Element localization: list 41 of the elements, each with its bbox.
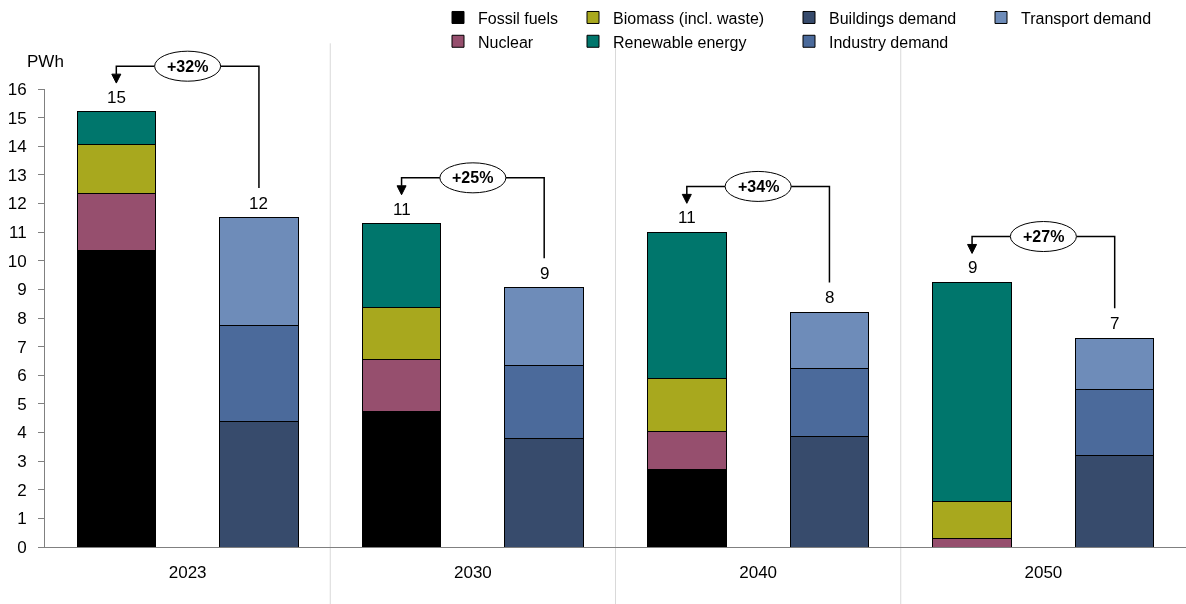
y-tick-label: 0 bbox=[17, 537, 27, 557]
y-tick-label: 6 bbox=[17, 366, 27, 386]
legend-label: Nuclear bbox=[478, 33, 534, 51]
y-tick-label: 12 bbox=[7, 194, 27, 214]
y-tick-label: 10 bbox=[7, 251, 27, 271]
legend-label: Biomass (incl. waste) bbox=[613, 9, 765, 27]
total-label: 9 bbox=[540, 264, 550, 283]
y-tick-label: 5 bbox=[17, 394, 27, 414]
annotation: +27% bbox=[1023, 228, 1065, 245]
x-tick-label: 2023 bbox=[168, 563, 207, 583]
y-tick-label: 1 bbox=[17, 509, 27, 529]
total-label: 8 bbox=[825, 288, 835, 307]
y-tick-label: 3 bbox=[17, 452, 27, 472]
y-tick-label: 4 bbox=[17, 423, 27, 443]
y-tick-label: 13 bbox=[7, 165, 27, 185]
annotation: +25% bbox=[452, 169, 494, 186]
total-label: 11 bbox=[678, 208, 696, 227]
total-label: 15 bbox=[107, 88, 126, 107]
y-tick-label: 15 bbox=[7, 108, 27, 128]
total-label: 7 bbox=[1110, 314, 1120, 333]
y-tick-label: 9 bbox=[17, 280, 27, 300]
legend-label: Fossil fuels bbox=[478, 9, 559, 27]
y-tick-label: 7 bbox=[17, 337, 27, 357]
y-tick-label: 11 bbox=[8, 223, 27, 243]
text: +32% bbox=[167, 58, 209, 75]
legend-label: Transport demand bbox=[1021, 9, 1152, 27]
legend-label: Industry demand bbox=[829, 33, 949, 51]
y-tick-label: 8 bbox=[17, 308, 27, 328]
y-tick-label: 14 bbox=[7, 137, 27, 157]
annotation: +34% bbox=[738, 178, 780, 195]
x-tick-label: 2050 bbox=[1024, 563, 1063, 583]
legend-label: Renewable energy bbox=[613, 33, 747, 51]
total-label: 11 bbox=[393, 200, 411, 219]
total-label: 12 bbox=[249, 194, 268, 213]
x-tick-label: 2030 bbox=[453, 563, 492, 583]
x-tick-label: 2040 bbox=[739, 563, 778, 583]
total-label: 9 bbox=[968, 258, 978, 277]
y-axis-title: PWh bbox=[27, 52, 64, 71]
legend-label: Buildings demand bbox=[829, 9, 957, 27]
y-tick-label: 16 bbox=[7, 79, 27, 99]
y-tick-label: 2 bbox=[17, 480, 27, 500]
